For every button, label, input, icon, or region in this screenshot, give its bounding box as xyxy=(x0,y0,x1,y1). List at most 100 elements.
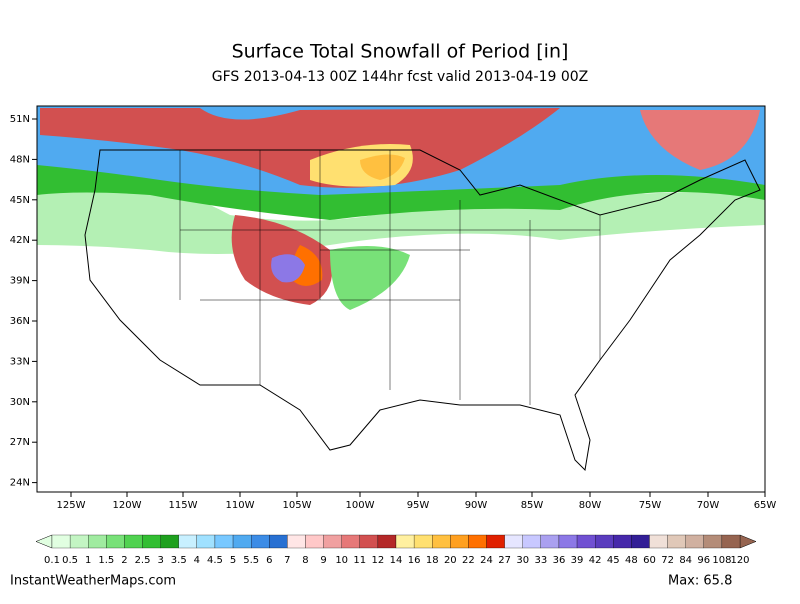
lon-label: 100W xyxy=(346,500,375,511)
colorbar-swatch xyxy=(613,534,632,549)
subtitle: GFS 2013-04-13 00Z 144hr fcst valid 2013… xyxy=(212,69,589,85)
colorbar-label: 48 xyxy=(625,555,638,566)
lat-label: 33N xyxy=(10,356,30,367)
colorbar-swatch xyxy=(522,534,541,549)
coastline xyxy=(84,149,761,472)
colorbar-label: 10 xyxy=(335,555,348,566)
snow-field xyxy=(40,108,560,188)
colorbar-label: 8 xyxy=(302,555,308,566)
colorbar-swatch xyxy=(377,534,397,549)
colorbar-label: 11 xyxy=(353,555,366,566)
colorbar-label: 0.1 xyxy=(44,555,60,566)
colorbar-swatch xyxy=(251,534,270,549)
colorbar-label: 14 xyxy=(390,555,403,566)
map xyxy=(36,105,766,493)
colorbar-label: 84 xyxy=(679,555,692,566)
colorbar-swatch xyxy=(142,534,161,549)
colorbar-swatch xyxy=(69,534,89,549)
title: Surface Total Snowfall of Period [in] xyxy=(232,41,569,63)
colorbar-swatch xyxy=(721,534,741,549)
colorbar-label: 108 xyxy=(712,555,731,566)
colorbar-label: 45 xyxy=(607,555,620,566)
colorbar-swatch xyxy=(413,534,433,549)
colorbar-swatch xyxy=(160,534,179,549)
colorbar-swatch xyxy=(106,534,125,549)
colorbar-swatch xyxy=(595,534,614,549)
colorbar-swatch xyxy=(88,534,107,549)
colorbar-swatch xyxy=(504,534,523,549)
colorbar-swatch xyxy=(450,534,469,549)
colorbar-swatch xyxy=(323,534,342,549)
colorbar-label: 60 xyxy=(643,555,656,566)
lat-label: 30N xyxy=(10,397,30,408)
lat-label: 45N xyxy=(10,195,30,206)
colorbar-label: 2.5 xyxy=(135,555,151,566)
colorbar-swatch xyxy=(196,534,216,549)
colorbar-label: 42 xyxy=(589,555,602,566)
lon-label: 110W xyxy=(226,500,255,511)
colorbar-swatch xyxy=(287,534,306,549)
colorbar-swatch xyxy=(305,534,324,549)
colorbar-label: 16 xyxy=(408,555,421,566)
colorbar-label: 120 xyxy=(730,555,749,566)
colorbar-end xyxy=(739,534,757,549)
map-frame xyxy=(36,105,766,493)
colorbar-label: 22 xyxy=(462,555,475,566)
colorbar-label: 18 xyxy=(426,555,439,566)
colorbar-label: 24 xyxy=(480,555,493,566)
lon-label: 115W xyxy=(169,500,198,511)
state-borders xyxy=(179,150,601,405)
colorbar-swatch xyxy=(486,534,505,549)
colorbar-label: 5 xyxy=(230,555,236,566)
lat-label: 27N xyxy=(10,437,30,448)
source: InstantWeatherMaps.com xyxy=(10,574,176,589)
colorbar-label: 12 xyxy=(372,555,385,566)
colorbar-swatch xyxy=(540,534,560,549)
colorbar-label: 39 xyxy=(571,555,584,566)
lat-label: 39N xyxy=(10,276,30,287)
colorbar-label: 7 xyxy=(284,555,290,566)
lat-label: 24N xyxy=(10,478,30,489)
colorbar-swatch xyxy=(576,534,596,549)
colorbar-swatch xyxy=(51,534,71,549)
colorbar-label: 96 xyxy=(697,555,710,566)
colorbar-label: 33 xyxy=(534,555,547,566)
lon-label: 120W xyxy=(113,500,142,511)
lon-label: 80W xyxy=(579,500,602,511)
colorbar-label: 9 xyxy=(320,555,326,566)
snow-field xyxy=(271,254,305,283)
lon-label: 90W xyxy=(465,500,488,511)
colorbar-label: 1.5 xyxy=(98,555,114,566)
colorbar-swatch xyxy=(269,534,288,549)
colorbar-label: 0.5 xyxy=(62,555,78,566)
colorbar-label: 30 xyxy=(516,555,529,566)
colorbar-label: 1 xyxy=(85,555,91,566)
colorbar-label: 6 xyxy=(266,555,272,566)
lat-label: 36N xyxy=(10,316,30,327)
colorbar-swatch xyxy=(558,534,578,549)
colorbar-label: 5.5 xyxy=(243,555,259,566)
colorbar-swatch xyxy=(232,534,252,549)
colorbar-swatch xyxy=(649,534,668,549)
colorbar-swatch xyxy=(703,534,723,549)
max-value: Max: 65.8 xyxy=(668,574,732,589)
colorbar-swatch xyxy=(685,534,704,549)
colorbar-swatch xyxy=(359,534,379,549)
colorbar-label: 4 xyxy=(194,555,200,566)
lon-label: 75W xyxy=(639,500,662,511)
snow-field xyxy=(360,154,405,180)
colorbar-swatch xyxy=(432,534,451,549)
colorbar-end xyxy=(35,534,53,549)
colorbar-swatch xyxy=(214,534,234,549)
lon-label: 125W xyxy=(57,500,86,511)
lon-label: 70W xyxy=(697,500,720,511)
colorbar-label: 3.5 xyxy=(171,555,187,566)
colorbar-label: 2 xyxy=(121,555,127,566)
colorbar-label: 72 xyxy=(661,555,674,566)
colorbar-swatch xyxy=(341,534,360,549)
colorbar-label: 27 xyxy=(498,555,511,566)
colorbar-swatch xyxy=(667,534,686,549)
colorbar-label: 3 xyxy=(157,555,163,566)
lat-label: 42N xyxy=(10,235,30,246)
